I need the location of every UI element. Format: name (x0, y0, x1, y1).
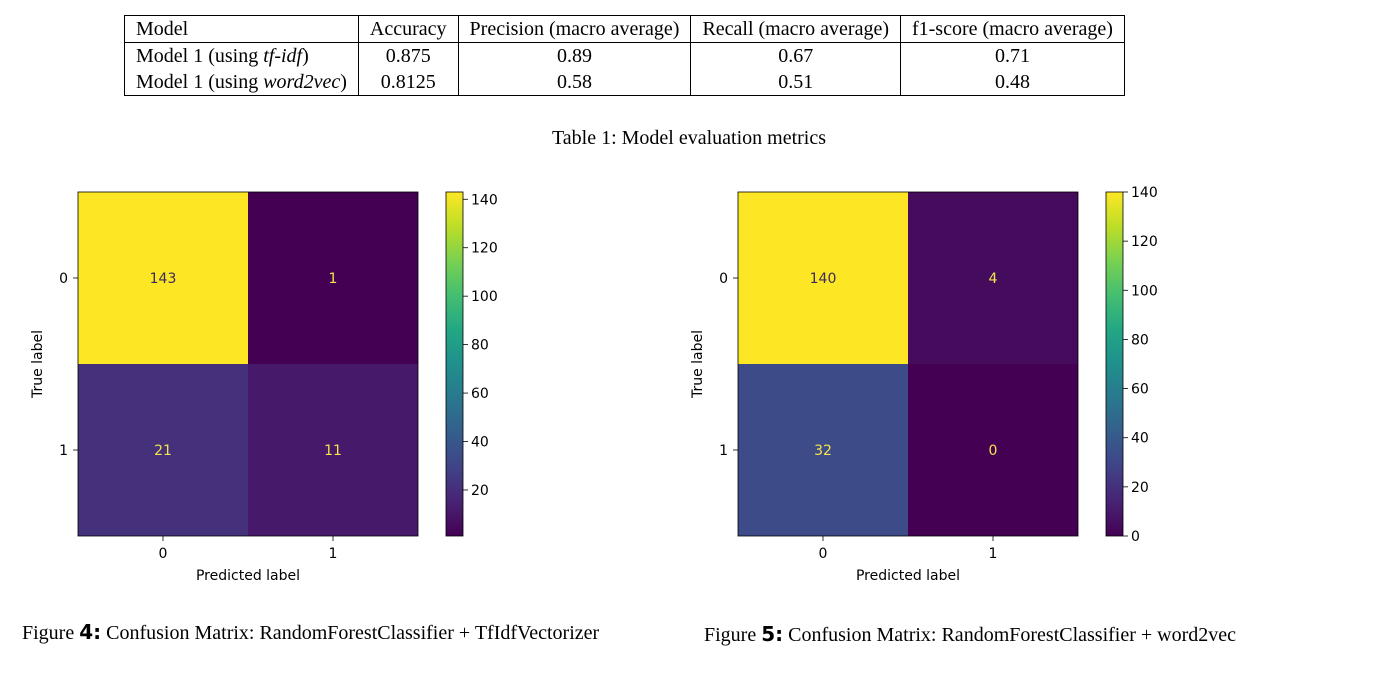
figure-4-caption: Figure 4: Confusion Matrix: RandomForest… (22, 620, 600, 644)
colorbar-tick-label: 80 (471, 338, 489, 354)
y-tick-label: 0 (59, 271, 68, 287)
colorbar-tick-label: 40 (471, 435, 489, 451)
colorbar-tick-label: 20 (1131, 480, 1149, 496)
confusion-matrix-figure-4: 143 1 21 11 0 1 0 1 Predicted label True label 20 4… (30, 191, 498, 584)
confusion-matrix-figure-5: 140 4 32 0 0 1 0 1 Predicted label True label 0 20 4… (690, 185, 1158, 584)
cell-f1: 0.48 (899, 69, 1125, 96)
x-axis-label: Predicted label (856, 568, 960, 584)
table-header-row: Model Accuracy Precision (macro average)… (124, 15, 1125, 43)
cell-model: Model 1 (using word2vec) (124, 69, 359, 96)
matrix-cell (738, 364, 908, 536)
x-tick-label: 0 (159, 546, 168, 562)
x-tick-label: 1 (329, 546, 338, 562)
matrix-frame (77, 191, 419, 537)
header-accuracy: Accuracy (357, 15, 459, 43)
cell-model: Model 1 (using tf-idf) (124, 42, 359, 69)
figure-5-caption: Figure 5: Confusion Matrix: RandomForest… (704, 622, 1237, 646)
cell-value-label: 140 (810, 271, 837, 287)
colorbar-tick-label: 120 (471, 241, 498, 257)
cell-value-label: 0 (989, 443, 998, 459)
x-tick-label: 1 (989, 546, 998, 562)
y-axis-label: True label (690, 330, 706, 399)
cell-value-label: 32 (814, 443, 832, 459)
cell-precision: 0.89 (457, 42, 692, 69)
cell-recall: 0.67 (690, 42, 901, 69)
x-tick-label: 0 (819, 546, 828, 562)
header-model: Model (124, 15, 359, 43)
table-row: Model 1 (using tf-idf) 0.875 0.89 0.67 0… (124, 42, 1125, 69)
matrix-frame (737, 191, 1079, 537)
colorbar-tick-label: 120 (1131, 234, 1158, 250)
colorbar-tick-label: 100 (1131, 283, 1158, 299)
colorbar-tick-label: 0 (1131, 529, 1140, 545)
colorbar (445, 191, 464, 537)
cell-value-label: 4 (989, 271, 998, 287)
colorbar-tick-label: 40 (1131, 431, 1149, 447)
colorbar-tick-label: 140 (471, 192, 498, 208)
matrix-cell (248, 192, 418, 364)
matrix-cell (78, 192, 248, 364)
cell-value-label: 21 (154, 443, 172, 459)
colorbar-tick-label: 20 (471, 483, 489, 499)
matrix-cell (908, 364, 1078, 536)
cell-recall: 0.51 (690, 69, 901, 96)
header-recall: Recall (macro average) (690, 15, 901, 43)
cell-value-label: 1 (329, 271, 338, 287)
y-tick-label: 1 (59, 443, 68, 459)
colorbar (1105, 191, 1124, 537)
cell-accuracy: 0.8125 (357, 69, 459, 96)
cell-value-label: 143 (150, 271, 177, 287)
cell-precision: 0.58 (457, 69, 692, 96)
matrix-cell (248, 364, 418, 536)
header-precision: Precision (macro average) (457, 15, 692, 43)
matrix-cell (738, 192, 908, 364)
colorbar-tick-label: 100 (471, 289, 498, 305)
cell-accuracy: 0.875 (357, 42, 459, 69)
metrics-table: Model Accuracy Precision (macro average)… (124, 15, 1125, 96)
colorbar-tick-label: 140 (1131, 185, 1158, 201)
x-axis-label: Predicted label (196, 568, 300, 584)
cell-f1: 0.71 (899, 42, 1125, 69)
colorbar-tick-label: 60 (1131, 382, 1149, 398)
table-row: Model 1 (using word2vec) 0.8125 0.58 0.5… (124, 69, 1125, 96)
matrix-cell (78, 364, 248, 536)
matrix-cell (908, 192, 1078, 364)
colorbar-tick-label: 80 (1131, 332, 1149, 348)
y-tick-label: 1 (719, 443, 728, 459)
cell-value-label: 11 (324, 443, 342, 459)
table-caption: Table 1: Model evaluation metrics (551, 127, 827, 149)
header-f1: f1-score (macro average) (899, 15, 1125, 43)
y-tick-label: 0 (719, 271, 728, 287)
colorbar-tick-label: 60 (471, 386, 489, 402)
y-axis-label: True label (30, 330, 46, 399)
